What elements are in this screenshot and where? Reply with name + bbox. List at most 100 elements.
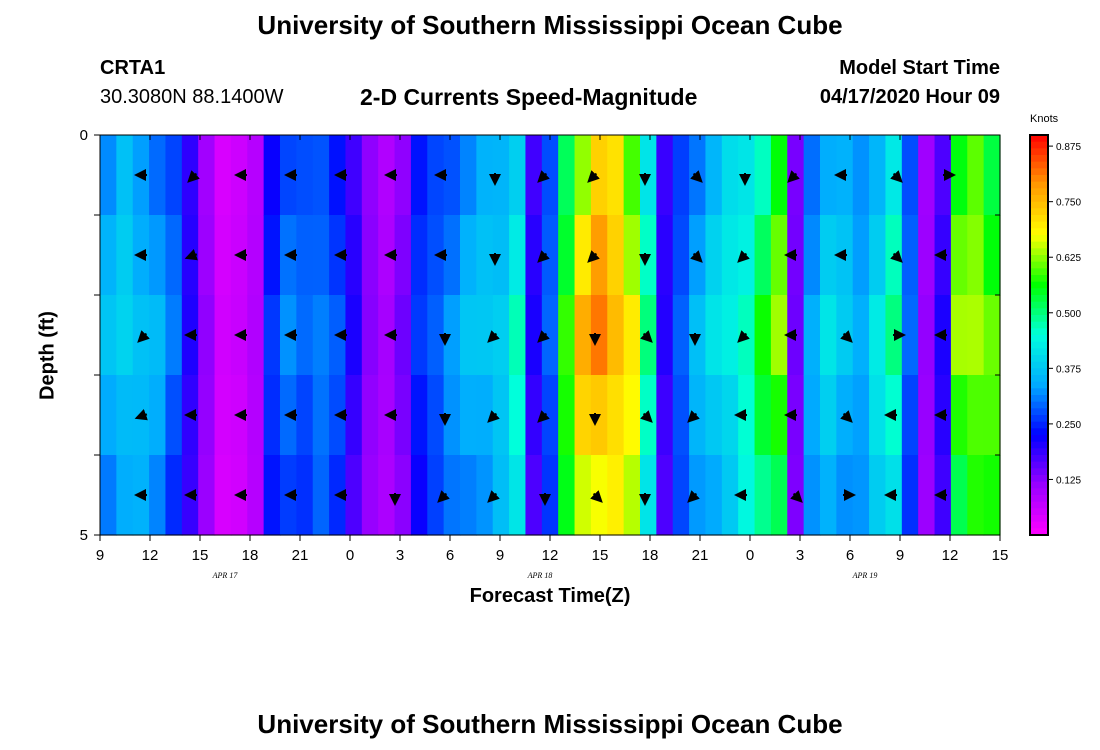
legend-swatch	[1030, 288, 1048, 296]
heatmap-cell	[705, 295, 723, 376]
heatmap-cell	[918, 375, 936, 456]
heatmap-cell	[901, 295, 919, 376]
heatmap-cell	[394, 295, 412, 376]
heatmap-cell	[247, 295, 265, 376]
heatmap-cell	[967, 135, 985, 216]
legend-swatch	[1030, 421, 1048, 429]
legend-swatch	[1030, 221, 1048, 229]
heatmap-cell	[950, 215, 968, 296]
heatmap-cell	[492, 375, 510, 456]
current-vector-arrow	[687, 410, 700, 423]
legend-unit-label: Knots	[1030, 113, 1059, 125]
heatmap-cell	[165, 375, 183, 456]
legend-swatch	[1030, 495, 1048, 503]
legend-swatch	[1030, 308, 1048, 316]
heatmap-cell	[754, 375, 772, 456]
heatmap-cell	[296, 375, 314, 456]
legend-tick-label: 0.125	[1056, 475, 1081, 486]
heatmap-cell	[410, 455, 428, 536]
heatmap-cell	[640, 375, 657, 456]
heatmap-cell	[165, 455, 183, 536]
legend-swatch	[1030, 435, 1048, 443]
heatmap-cell	[705, 215, 723, 296]
heatmap-cell	[247, 375, 265, 456]
heatmap-cell	[869, 215, 887, 296]
heatmap-cell	[394, 215, 412, 296]
heatmap-cell	[623, 295, 641, 376]
heatmap-cell	[770, 455, 788, 536]
heatmap-cell	[460, 215, 477, 296]
heatmap-cell	[754, 135, 772, 216]
heatmap-cell	[607, 295, 625, 376]
heatmap-cell	[574, 455, 592, 536]
current-vector-arrow	[590, 490, 603, 503]
legend-tick-label: 0.875	[1056, 142, 1081, 153]
legend-swatch	[1030, 295, 1048, 303]
heatmap-cell	[820, 455, 837, 536]
current-vector-arrow	[537, 250, 550, 263]
chart-title: 2-D Currents Speed-Magnitude	[360, 84, 698, 110]
heatmap-cell	[312, 375, 330, 456]
legend-swatch	[1030, 521, 1048, 529]
heatmap-cell	[198, 135, 216, 216]
heatmap-cell	[165, 215, 183, 296]
heatmap-cell	[116, 135, 134, 216]
heatmap-cell	[427, 375, 445, 456]
y-tick-label: 0	[80, 127, 88, 144]
heatmap-cell	[738, 215, 756, 296]
model-start-label: Model Start Time	[839, 57, 1000, 79]
heatmap-cell	[116, 295, 134, 376]
legend-swatch	[1030, 395, 1048, 403]
legend-swatch	[1030, 361, 1048, 369]
heatmap-cell	[443, 135, 461, 216]
heatmap-cell	[623, 455, 641, 536]
heatmap-cell	[149, 455, 167, 536]
heatmap-cell	[623, 375, 641, 456]
heatmap-cell	[852, 455, 870, 536]
heatmap-cell	[607, 215, 625, 296]
heatmap-cell	[476, 215, 494, 296]
heatmap-cell	[689, 135, 707, 216]
heatmap-cell	[754, 215, 772, 296]
heatmap-cell	[443, 295, 461, 376]
heatmap-cell	[623, 135, 641, 216]
heatmap-cell	[983, 215, 1001, 296]
current-vector-arrow	[587, 170, 600, 183]
heatmap-cell	[296, 215, 314, 296]
heatmap-cell	[492, 295, 510, 376]
current-vector-arrow	[487, 410, 500, 423]
heatmap-cell	[181, 135, 199, 216]
heatmap-cell	[983, 455, 1001, 536]
x-tick-label: 21	[692, 547, 709, 564]
legend-swatch	[1030, 475, 1048, 483]
legend-swatch	[1030, 195, 1048, 203]
current-vector-arrow	[690, 250, 703, 263]
main-title: University of Southern Mississippi Ocean…	[257, 10, 843, 40]
heatmap-cell	[394, 135, 412, 216]
heatmap-cell	[574, 375, 592, 456]
legend-swatch	[1030, 415, 1048, 423]
current-vector-arrow	[690, 170, 703, 183]
heatmap-cell	[100, 295, 117, 376]
legend-swatch	[1030, 441, 1048, 449]
heatmap-cell	[967, 215, 985, 296]
x-tick-label: 21	[292, 547, 309, 564]
heatmap-cell	[918, 295, 936, 376]
legend-swatch	[1030, 188, 1048, 196]
current-vector-arrow	[737, 250, 750, 263]
heatmap-cell	[901, 215, 919, 296]
heatmap-cell	[656, 135, 674, 216]
heatmap-cell	[345, 375, 363, 456]
heatmap-cell	[476, 295, 494, 376]
legend-swatch	[1030, 341, 1048, 349]
heatmap-cell	[361, 295, 379, 376]
heatmap-cell	[558, 375, 576, 456]
x-tick-label: 3	[796, 547, 804, 564]
heatmap-cell	[361, 455, 379, 536]
heatmap-cell	[312, 215, 330, 296]
heatmap-cell	[214, 375, 232, 456]
heatmap-cell	[312, 455, 330, 536]
heatmap-cell	[558, 455, 576, 536]
heatmap-cell	[525, 135, 543, 216]
x-tick-label: 0	[346, 547, 354, 564]
